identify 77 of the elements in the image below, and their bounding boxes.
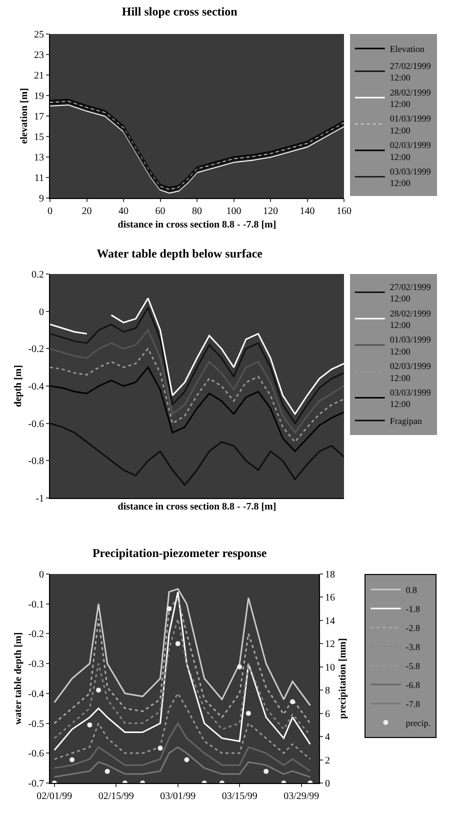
y-tick-label: 0 (39, 570, 44, 580)
y2-tick-label: 16 (325, 592, 335, 604)
x-tick-label: 03/29/99 (284, 791, 320, 802)
y-tick-label: -0.1 (28, 599, 44, 610)
y-tick-label: 17 (34, 112, 44, 122)
legend-label: 02/03/1999 12:00 (390, 140, 432, 162)
y-tick-label: -0.5 (28, 718, 44, 730)
y-tick-label: -0.6 (28, 418, 44, 430)
y-tick-label: 15 (34, 132, 44, 143)
x-tick-label: 20 (82, 206, 92, 217)
legend-label: -6.8 (406, 680, 420, 690)
y2-axis-title: precipitation [mm] (338, 638, 348, 719)
y-axis-title: water table depth [m] (13, 632, 24, 725)
y-axis-title: elevation [m] (19, 88, 30, 144)
legend-label: 27/02/1999 12:00 (390, 282, 432, 304)
y2-tick-label: 18 (325, 570, 335, 580)
y-tick-label: 9 (39, 194, 44, 204)
legend-label: 0.8 (406, 585, 418, 596)
legend-label: precip. (406, 718, 430, 728)
legend-label: 01/03/1999 12:00 (390, 114, 432, 136)
y-tick-label: -0.3 (28, 659, 44, 670)
y2-tick-label: 0 (325, 778, 330, 790)
y-tick-label: -0.4 (28, 382, 44, 392)
y-tick-label: -0.7 (28, 778, 44, 790)
legend-label: 28/02/1999 12:00 (390, 308, 432, 330)
y-tick-label: 21 (34, 70, 44, 82)
x-tick-label: 03/15/99 (222, 791, 258, 802)
y-axis-title: depth [m] (13, 365, 24, 407)
y-tick-label: -0.4 (28, 688, 44, 700)
legend-label: 03/03/1999 12:00 (390, 166, 432, 188)
legend-label: 28/02/1999 12:00 (390, 87, 432, 109)
legend-label: -1.8 (406, 604, 420, 614)
x-tick-label: 02/01/99 (36, 791, 72, 802)
y-tick-label: 13 (34, 152, 44, 164)
legend-label: 01/03/1999 12:00 (390, 334, 432, 356)
y-tick-label: 25 (34, 30, 44, 40)
y-tick-label: -1 (36, 494, 44, 504)
x-tick-label: 03/01/99 (160, 791, 196, 802)
y2-tick-label: 6 (325, 708, 330, 720)
x-axis-title: distance in cross section 8.8 - -7.8 [m] (118, 220, 276, 230)
x-tick-label: 120 (263, 206, 278, 217)
x-tick-label: 80 (192, 206, 202, 217)
legend-label: Fragipan (390, 416, 422, 426)
y-tick-label: 0.2 (32, 270, 44, 280)
y-tick-label: 23 (34, 50, 44, 61)
legend-label: -2.8 (406, 623, 420, 634)
y2-tick-label: 10 (325, 662, 335, 674)
chart-title: Water table depth below surface (96, 246, 264, 260)
legend-label: -3.8 (406, 642, 420, 652)
y-tick-label: -0.2 (28, 629, 44, 640)
x-axis-title: distance in cross section 8.8 - -7.8 [m] (118, 502, 276, 512)
x-tick-label: 100 (226, 206, 242, 217)
x-tick-label: 40 (118, 206, 128, 217)
y-tick-label: -0.2 (28, 344, 44, 356)
y2-tick-label: 2 (325, 755, 330, 766)
x-tick-label: 160 (336, 206, 352, 217)
x-tick-label: 02/15/99 (98, 791, 134, 802)
y2-tick-label: 4 (325, 732, 330, 744)
y-tick-label: -0.6 (28, 748, 44, 760)
chart-title: Precipitation-piezometer response (92, 546, 268, 560)
x-tick-label: 0 (48, 206, 52, 217)
legend-label: 02/03/1999 12:00 (390, 361, 432, 383)
y-tick-label: 11 (34, 173, 44, 184)
legend-label: -7.8 (406, 699, 420, 710)
legend-label: 27/02/1999 12:00 (390, 60, 432, 83)
y-tick-label: -0.8 (28, 456, 44, 468)
x-tick-label: 60 (155, 206, 166, 217)
chart-title: Hill slope cross section (122, 4, 238, 19)
legend-label: -5.8 (406, 661, 420, 672)
legend-label: Elevation (390, 44, 425, 54)
y2-tick-label: 14 (325, 616, 335, 627)
x-tick-label: 140 (300, 206, 315, 217)
y-tick-label: 0 (39, 306, 44, 318)
legend-label: 03/03/1999 12:00 (390, 387, 432, 410)
y2-tick-label: 12 (325, 639, 335, 650)
y-tick-label: 19 (34, 91, 44, 102)
y2-tick-label: 8 (325, 686, 330, 697)
